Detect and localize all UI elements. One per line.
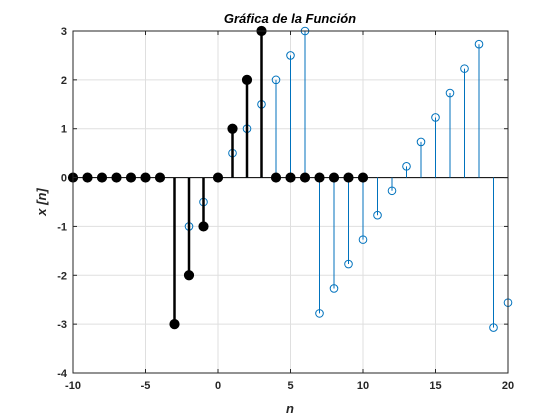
stem-marker-black (96, 172, 108, 183)
x-tick-label: 0 (215, 380, 221, 392)
stem-marker-blue (286, 51, 295, 60)
y-tick-label: -2 (57, 270, 67, 282)
stem-marker-blue (460, 64, 469, 73)
chart-title: Gráfica de la Función (224, 11, 356, 26)
stem-marker-black (299, 172, 311, 183)
x-tick-label: 20 (502, 380, 514, 392)
stem-marker-black (183, 270, 195, 281)
x-axis-label: n (286, 401, 294, 416)
stem-marker-blue (315, 309, 324, 318)
stem-marker-blue (271, 75, 281, 85)
series-filled-black (67, 25, 369, 330)
y-tick-label: -3 (57, 319, 67, 331)
y-axis-label: x [n] (34, 188, 49, 217)
stem-marker-black (357, 172, 369, 183)
stem-marker-black (343, 172, 354, 183)
x-axis-ticks: -10 -5 0 5 10 15 20 (65, 31, 514, 392)
x-tick-label: 10 (357, 380, 369, 392)
stem-marker-black (270, 172, 282, 183)
y-tick-label: -1 (57, 221, 67, 233)
stem-marker-blue (329, 284, 339, 293)
stem-marker-black (140, 172, 151, 183)
stem-marker-black (154, 172, 166, 183)
stem-marker-black (82, 172, 93, 183)
stem-marker-black (241, 74, 253, 85)
stem-marker-blue (431, 113, 440, 122)
stem-marker-blue (387, 186, 397, 196)
y-tick-label: 1 (61, 124, 67, 136)
stem-marker-black (227, 123, 238, 134)
y-tick-label: -4 (57, 368, 68, 380)
stem-marker-blue (445, 88, 455, 98)
y-tick-label: 0 (61, 173, 67, 185)
stem-marker-black (212, 172, 224, 183)
stem-marker-blue (416, 137, 426, 147)
stem-marker-blue (358, 235, 368, 244)
stem-marker-black (169, 319, 180, 330)
stem-marker-black (328, 172, 340, 183)
stem-marker-black (314, 172, 325, 183)
y-tick-label: 3 (61, 26, 67, 38)
stem-marker-blue (373, 210, 382, 220)
y-axis-ticks: -4 -3 -2 -1 0 1 2 3 (57, 26, 508, 380)
y-tick-label: 2 (61, 75, 67, 87)
stem-marker-blue (489, 323, 498, 332)
x-tick-label: -5 (141, 380, 151, 392)
x-tick-label: 15 (429, 380, 441, 392)
stem-marker-blue (474, 39, 484, 49)
stem-marker-blue (402, 162, 411, 171)
stem-marker-black (111, 172, 122, 183)
stem-marker-blue (344, 259, 353, 269)
stem-marker-black (285, 172, 296, 183)
stem-marker-black (198, 221, 209, 232)
x-tick-label: -10 (65, 380, 81, 392)
stem-marker-black (125, 172, 137, 183)
x-tick-label: 5 (287, 380, 293, 392)
